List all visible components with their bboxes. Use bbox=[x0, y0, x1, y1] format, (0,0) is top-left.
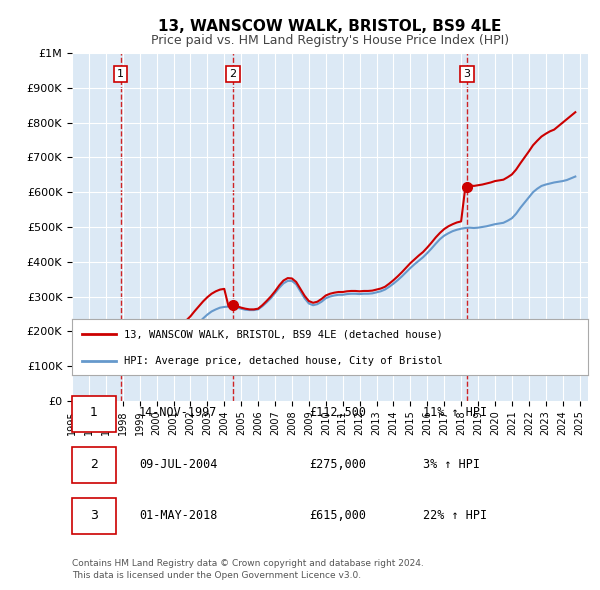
Text: 1: 1 bbox=[117, 69, 124, 79]
Text: This data is licensed under the Open Government Licence v3.0.: This data is licensed under the Open Gov… bbox=[72, 571, 361, 580]
Text: 11% ↑ HPI: 11% ↑ HPI bbox=[423, 407, 487, 419]
FancyBboxPatch shape bbox=[72, 447, 116, 483]
Text: 09-JUL-2004: 09-JUL-2004 bbox=[139, 458, 217, 471]
Text: 3: 3 bbox=[90, 509, 98, 522]
Text: 13, WANSCOW WALK, BRISTOL, BS9 4LE (detached house): 13, WANSCOW WALK, BRISTOL, BS9 4LE (deta… bbox=[124, 329, 442, 339]
Text: 14-NOV-1997: 14-NOV-1997 bbox=[139, 407, 217, 419]
Text: 01-MAY-2018: 01-MAY-2018 bbox=[139, 509, 217, 522]
Text: 2: 2 bbox=[229, 69, 236, 79]
Text: 3% ↑ HPI: 3% ↑ HPI bbox=[423, 458, 480, 471]
Text: Price paid vs. HM Land Registry's House Price Index (HPI): Price paid vs. HM Land Registry's House … bbox=[151, 34, 509, 47]
Text: HPI: Average price, detached house, City of Bristol: HPI: Average price, detached house, City… bbox=[124, 356, 442, 366]
Text: 2: 2 bbox=[90, 458, 98, 471]
Text: £615,000: £615,000 bbox=[310, 509, 367, 522]
FancyBboxPatch shape bbox=[72, 498, 116, 534]
Text: £275,000: £275,000 bbox=[310, 458, 367, 471]
Text: 22% ↑ HPI: 22% ↑ HPI bbox=[423, 509, 487, 522]
Text: £112,500: £112,500 bbox=[310, 407, 367, 419]
FancyBboxPatch shape bbox=[72, 395, 116, 432]
Text: Contains HM Land Registry data © Crown copyright and database right 2024.: Contains HM Land Registry data © Crown c… bbox=[72, 559, 424, 568]
Text: 1: 1 bbox=[90, 407, 98, 419]
Text: 13, WANSCOW WALK, BRISTOL, BS9 4LE: 13, WANSCOW WALK, BRISTOL, BS9 4LE bbox=[158, 19, 502, 34]
Text: 3: 3 bbox=[463, 69, 470, 79]
